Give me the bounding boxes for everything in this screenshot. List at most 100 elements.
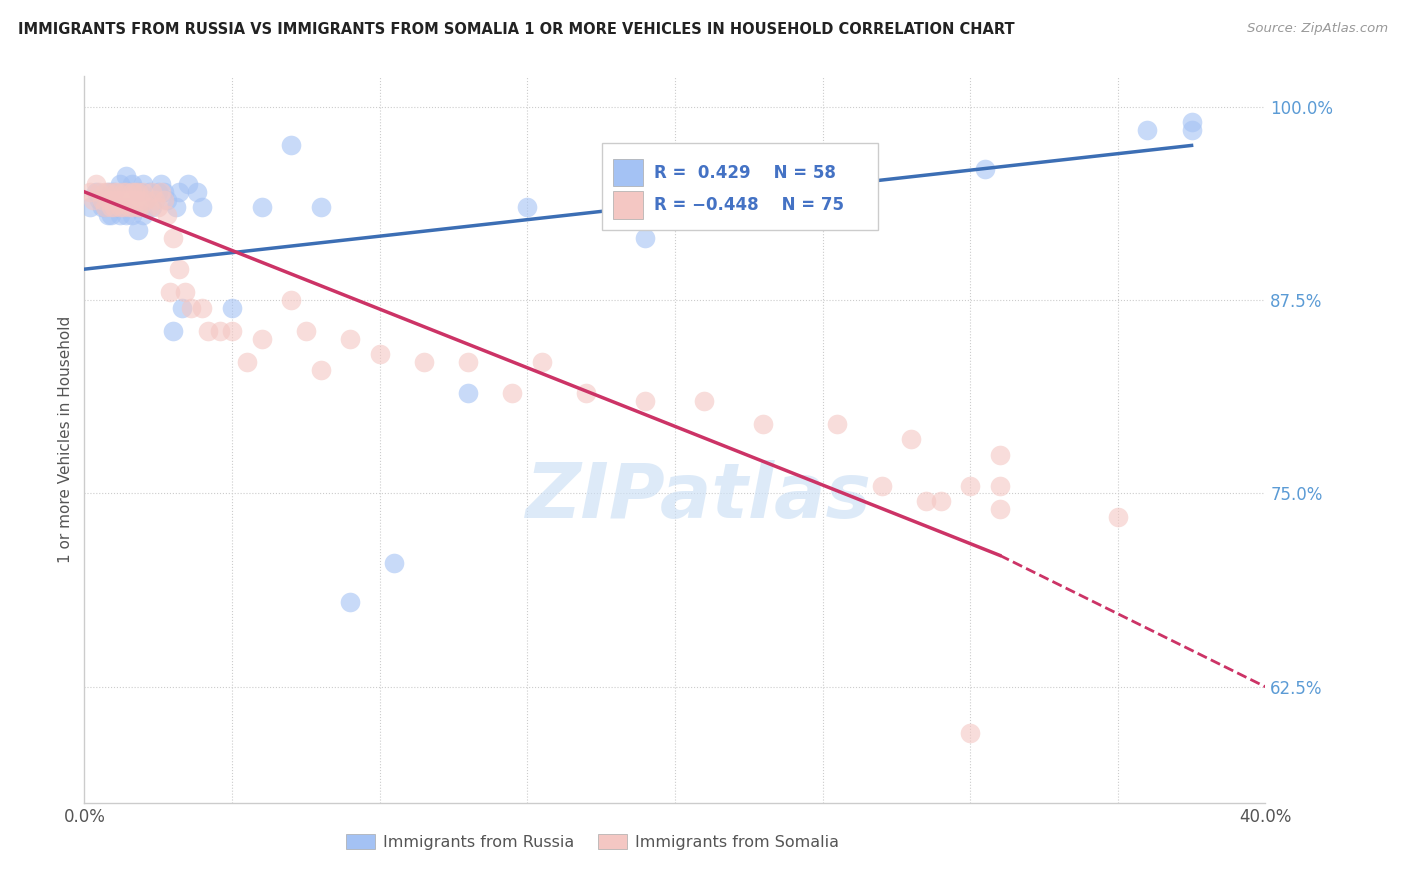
- Point: [959, 479, 981, 493]
- Point: [167, 262, 190, 277]
- Point: [79, 185, 101, 199]
- Point: [121, 177, 143, 191]
- Text: Source: ZipAtlas.com: Source: ZipAtlas.com: [1247, 22, 1388, 36]
- Point: [209, 324, 232, 338]
- Point: [988, 502, 1011, 516]
- Point: [295, 324, 318, 338]
- Point: [339, 595, 361, 609]
- Point: [118, 185, 141, 199]
- Point: [197, 324, 219, 338]
- Point: [84, 177, 107, 191]
- FancyBboxPatch shape: [613, 159, 643, 186]
- Point: [108, 208, 131, 222]
- Point: [127, 223, 149, 237]
- Point: [309, 200, 332, 214]
- Point: [173, 285, 195, 300]
- Point: [900, 432, 922, 446]
- Point: [121, 185, 143, 199]
- Point: [191, 200, 214, 214]
- Point: [1136, 123, 1159, 137]
- Point: [100, 208, 122, 222]
- Point: [138, 185, 160, 199]
- Point: [827, 417, 849, 431]
- Point: [91, 200, 114, 214]
- Point: [309, 362, 332, 376]
- Point: [79, 200, 101, 214]
- Point: [156, 193, 179, 207]
- Point: [634, 393, 657, 408]
- Text: R = −0.448    N = 75: R = −0.448 N = 75: [654, 196, 844, 214]
- Point: [156, 208, 179, 222]
- Point: [97, 185, 120, 199]
- Point: [575, 385, 598, 400]
- Point: [153, 193, 176, 207]
- Point: [97, 185, 120, 199]
- Point: [97, 208, 120, 222]
- Point: [118, 200, 141, 214]
- Point: [111, 185, 134, 199]
- Point: [132, 185, 155, 199]
- Point: [250, 200, 273, 214]
- Point: [111, 200, 134, 214]
- Point: [132, 208, 155, 222]
- Point: [959, 726, 981, 740]
- Point: [124, 185, 146, 199]
- Point: [135, 193, 157, 207]
- Point: [108, 177, 131, 191]
- Point: [148, 185, 170, 199]
- Point: [1181, 115, 1204, 129]
- Point: [170, 301, 193, 315]
- Point: [138, 200, 160, 214]
- Text: ZIPatlas: ZIPatlas: [526, 460, 872, 534]
- Point: [870, 479, 893, 493]
- Point: [221, 324, 243, 338]
- Point: [191, 301, 214, 315]
- Legend: Immigrants from Russia, Immigrants from Somalia: Immigrants from Russia, Immigrants from …: [339, 828, 845, 856]
- Point: [100, 185, 122, 199]
- Point: [368, 347, 391, 361]
- Point: [531, 355, 554, 369]
- Point: [988, 448, 1011, 462]
- Point: [87, 185, 111, 199]
- Point: [108, 200, 131, 214]
- FancyBboxPatch shape: [602, 144, 877, 230]
- Point: [974, 161, 997, 176]
- Point: [177, 177, 200, 191]
- Point: [162, 231, 184, 245]
- Point: [988, 479, 1011, 493]
- Point: [150, 185, 173, 199]
- Point: [124, 193, 146, 207]
- Point: [723, 169, 745, 184]
- Text: IMMIGRANTS FROM RUSSIA VS IMMIGRANTS FROM SOMALIA 1 OR MORE VEHICLES IN HOUSEHOL: IMMIGRANTS FROM RUSSIA VS IMMIGRANTS FRO…: [18, 22, 1015, 37]
- Point: [129, 185, 152, 199]
- Point: [94, 185, 117, 199]
- Point: [111, 200, 134, 214]
- Point: [82, 193, 104, 207]
- Point: [382, 556, 406, 570]
- Point: [457, 385, 479, 400]
- Point: [91, 193, 114, 207]
- Point: [153, 185, 176, 199]
- Point: [114, 193, 136, 207]
- Point: [752, 417, 775, 431]
- Point: [121, 200, 143, 214]
- Point: [162, 324, 184, 338]
- Point: [186, 185, 208, 199]
- FancyBboxPatch shape: [613, 192, 643, 219]
- Point: [84, 185, 107, 199]
- Point: [118, 200, 141, 214]
- Point: [105, 185, 128, 199]
- Point: [143, 193, 166, 207]
- Point: [127, 200, 149, 214]
- Point: [236, 355, 259, 369]
- Point: [100, 193, 122, 207]
- Point: [114, 169, 136, 184]
- Point: [339, 332, 361, 346]
- Point: [121, 208, 143, 222]
- Point: [501, 385, 523, 400]
- Point: [413, 355, 436, 369]
- Point: [105, 193, 128, 207]
- Point: [87, 193, 111, 207]
- Point: [280, 293, 302, 307]
- Point: [97, 193, 120, 207]
